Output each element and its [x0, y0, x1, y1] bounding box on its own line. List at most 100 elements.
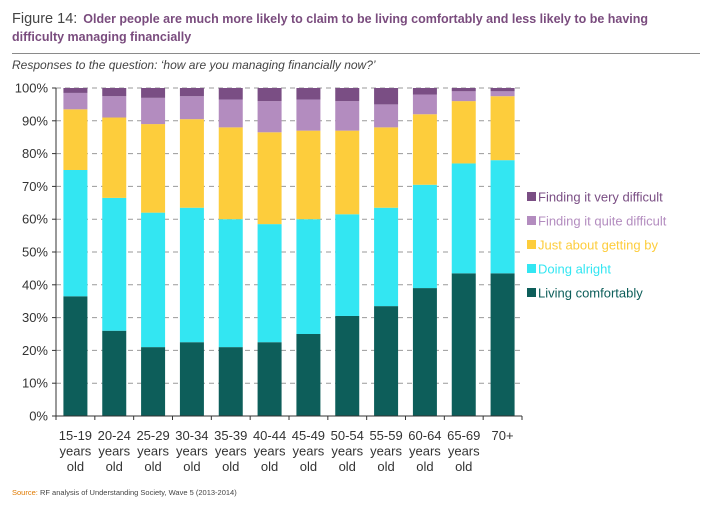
- bar-segment: [141, 124, 166, 213]
- figure-number: Figure 14:: [12, 11, 78, 27]
- bar-segment: [141, 97, 166, 125]
- bar-segment: [179, 207, 204, 343]
- x-tick-label: years: [60, 444, 92, 459]
- bar-segment: [490, 96, 515, 161]
- bar-segment: [63, 92, 88, 110]
- bar-segment: [102, 88, 127, 97]
- legend-swatch: [527, 192, 536, 201]
- x-tick-label: 50-54: [331, 428, 364, 443]
- y-tick-label: 0%: [29, 409, 48, 424]
- title-divider: [12, 53, 700, 54]
- x-tick-label: old: [106, 459, 123, 474]
- x-tick-label: years: [331, 444, 363, 459]
- bar-segment: [218, 219, 243, 348]
- x-tick-label: 55-59: [369, 428, 402, 443]
- bar-segment: [63, 109, 88, 170]
- bar-segment: [141, 88, 166, 98]
- bar-segment: [102, 117, 127, 198]
- x-tick-label: old: [416, 459, 433, 474]
- bar-segment: [179, 96, 204, 120]
- bar-segment: [335, 214, 360, 316]
- x-tick-label: years: [98, 444, 130, 459]
- x-tick-label: 15-19: [59, 428, 92, 443]
- bar-segment: [141, 347, 166, 416]
- x-tick-label: 40-44: [253, 428, 286, 443]
- x-tick-label: old: [144, 459, 161, 474]
- bar-segment: [63, 88, 88, 93]
- x-tick-label: 35-39: [214, 428, 247, 443]
- bar-segment: [179, 342, 204, 416]
- bar-segment: [451, 163, 476, 274]
- x-tick-label: old: [183, 459, 200, 474]
- bar-segment: [296, 88, 321, 100]
- bar-segment: [141, 212, 166, 348]
- bar-segment: [257, 342, 282, 416]
- x-tick-label: 25-29: [136, 428, 169, 443]
- y-tick-label: 50%: [22, 245, 48, 260]
- bar-segment: [218, 88, 243, 100]
- x-tick-label: years: [448, 444, 480, 459]
- bar-segment: [179, 119, 204, 208]
- bar-segment: [374, 88, 399, 105]
- legend-label: Finding it very difficult: [538, 190, 663, 205]
- y-tick-label: 20%: [22, 343, 48, 358]
- x-tick-label: 30-34: [175, 428, 208, 443]
- bar-segment: [374, 127, 399, 208]
- bar-segment: [412, 184, 437, 289]
- bar-segment: [179, 88, 204, 97]
- bar-segment: [335, 101, 360, 131]
- bar-segment: [451, 91, 476, 102]
- bar-segment: [451, 101, 476, 164]
- bar-segment: [296, 130, 321, 220]
- legend-swatch: [527, 240, 536, 249]
- x-tick-label: 60-64: [408, 428, 441, 443]
- figure-title: Figure 14: Older people are much more lik…: [12, 10, 702, 46]
- source-text: RF analysis of Understanding Society, Wa…: [39, 488, 237, 497]
- figure-subtitle: Responses to the question: ‘how are you …: [12, 58, 376, 72]
- x-tick-label: years: [254, 444, 286, 459]
- x-tick-label: 45-49: [292, 428, 325, 443]
- bar-segment: [296, 219, 321, 334]
- y-tick-label: 60%: [22, 212, 48, 227]
- bar-segment: [102, 96, 127, 118]
- bar-segment: [490, 160, 515, 274]
- x-tick-label: old: [339, 459, 356, 474]
- x-tick-label: 20-24: [98, 428, 131, 443]
- bar-segment: [412, 114, 437, 185]
- x-tick-label: years: [176, 444, 208, 459]
- bar-segment: [335, 315, 360, 416]
- bar-segment: [490, 273, 515, 416]
- bar-segment: [218, 99, 243, 128]
- x-tick-label: old: [67, 459, 84, 474]
- x-tick-label: years: [137, 444, 169, 459]
- bar-segment: [296, 99, 321, 131]
- bar-segment: [102, 197, 127, 331]
- y-tick-label: 80%: [22, 146, 48, 161]
- bar-segment: [490, 88, 515, 92]
- legend-swatch: [527, 216, 536, 225]
- x-tick-label: years: [370, 444, 402, 459]
- bar-segment: [451, 88, 476, 92]
- y-tick-label: 100%: [15, 81, 49, 96]
- bar-segment: [374, 306, 399, 416]
- bar-segment: [412, 88, 437, 95]
- bar-segment: [490, 91, 515, 97]
- x-tick-label: old: [261, 459, 278, 474]
- x-tick-label: old: [455, 459, 472, 474]
- legend-swatch: [527, 264, 536, 273]
- x-tick-label: 70+: [492, 428, 514, 443]
- x-tick-label: old: [222, 459, 239, 474]
- legend-label: Doing alright: [538, 262, 611, 277]
- x-tick-label: old: [300, 459, 317, 474]
- axes: 0%10%20%30%40%50%60%70%80%90%100%15-19ye…: [15, 81, 523, 474]
- bar-segment: [63, 296, 88, 416]
- legend-label: Living comfortably: [538, 286, 643, 301]
- source-note: Source: RF analysis of Understanding Soc…: [12, 488, 237, 497]
- bar-segment: [296, 334, 321, 416]
- legend-label: Finding it quite difficult: [538, 214, 667, 229]
- legend-label: Just about getting by: [538, 238, 658, 253]
- bar-segment: [218, 347, 243, 416]
- bar-segment: [257, 224, 282, 343]
- source-label: Source:: [12, 488, 38, 497]
